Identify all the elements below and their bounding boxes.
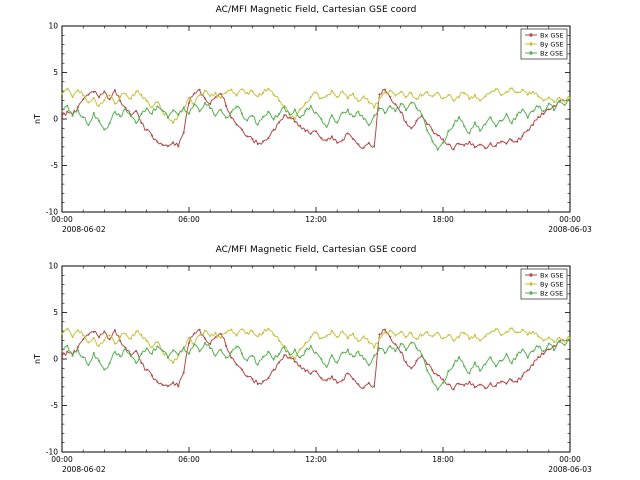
y-tick-label: 10	[48, 262, 58, 271]
plot-frame	[61, 25, 571, 213]
series-markers-by-gse	[61, 327, 571, 364]
y-tick-label: 5	[53, 308, 58, 317]
legend-label: Bx GSE	[540, 31, 564, 39]
y-axis-label: nT	[33, 354, 42, 364]
y-tick-label: -5	[51, 161, 59, 170]
x-tick-label: 00:00	[559, 455, 581, 464]
chart-title-bottom: AC/MFI Magnetic Field, Cartesian GSE coo…	[215, 245, 417, 255]
legend-marker-diamond	[528, 272, 534, 278]
series-markers-bz-gse	[61, 98, 571, 151]
x-tick-label: 00:00	[51, 455, 73, 464]
chart-title-top: AC/MFI Magnetic Field, Cartesian GSE coo…	[215, 5, 417, 15]
y-tick-label: 0	[53, 115, 58, 124]
y-axis-label: nT	[33, 114, 42, 124]
x-tick-label: 18:00	[432, 215, 454, 224]
plot-frame	[61, 265, 571, 453]
y-tick-label: -10	[46, 208, 58, 217]
x-axis-date-start: 2008-06-02	[62, 225, 106, 234]
series-markers-by-gse	[61, 87, 571, 124]
x-axis-date-end: 2008-06-03	[548, 465, 592, 474]
series-markers-bx-gse	[61, 328, 571, 391]
y-tick-label: -10	[46, 448, 58, 457]
x-tick-label: 00:00	[559, 215, 581, 224]
legend-marker-diamond	[528, 290, 534, 296]
x-tick-label: 12:00	[305, 215, 327, 224]
panel-top: 10 5 0 -5 -10 00:00 06:00 12:00 18:00 00:00 2008-0…	[33, 5, 592, 234]
legend-marker-diamond	[528, 50, 534, 56]
legend-label: Bz GSE	[540, 49, 563, 57]
legend-marker-diamond	[528, 32, 534, 38]
panel-bottom: 10 5 0 -5 -10 00:00 06:00 12:00 18:00 00:00 2008-0…	[0, 240, 640, 480]
x-tick-label: 12:00	[305, 455, 327, 464]
x-axis-date-end: 2008-06-03	[548, 225, 592, 234]
y-tick-label: 0	[53, 355, 58, 364]
series-line-bz-gse	[61, 338, 571, 391]
x-tick-label: 00:00	[51, 215, 73, 224]
legend-marker-diamond	[528, 281, 534, 287]
legend-label: By GSE	[540, 40, 564, 48]
x-axis-date-start: 2008-06-02	[62, 465, 106, 474]
legend-marker-diamond	[528, 41, 534, 47]
y-tick-label: -5	[51, 401, 59, 410]
legend-label: Bz GSE	[540, 289, 563, 297]
series-markers-bz-gse	[61, 338, 571, 391]
x-tick-label: 18:00	[432, 455, 454, 464]
legend-label: By GSE	[540, 280, 564, 288]
series-markers-bx-gse	[61, 88, 571, 151]
legend-label: Bx GSE	[540, 271, 564, 279]
x-tick-label: 06:00	[178, 455, 200, 464]
y-tick-label: 10	[48, 22, 58, 31]
y-tick-label: 5	[53, 68, 58, 77]
series-line-bz-gse	[61, 98, 571, 151]
x-tick-label: 06:00	[178, 215, 200, 224]
